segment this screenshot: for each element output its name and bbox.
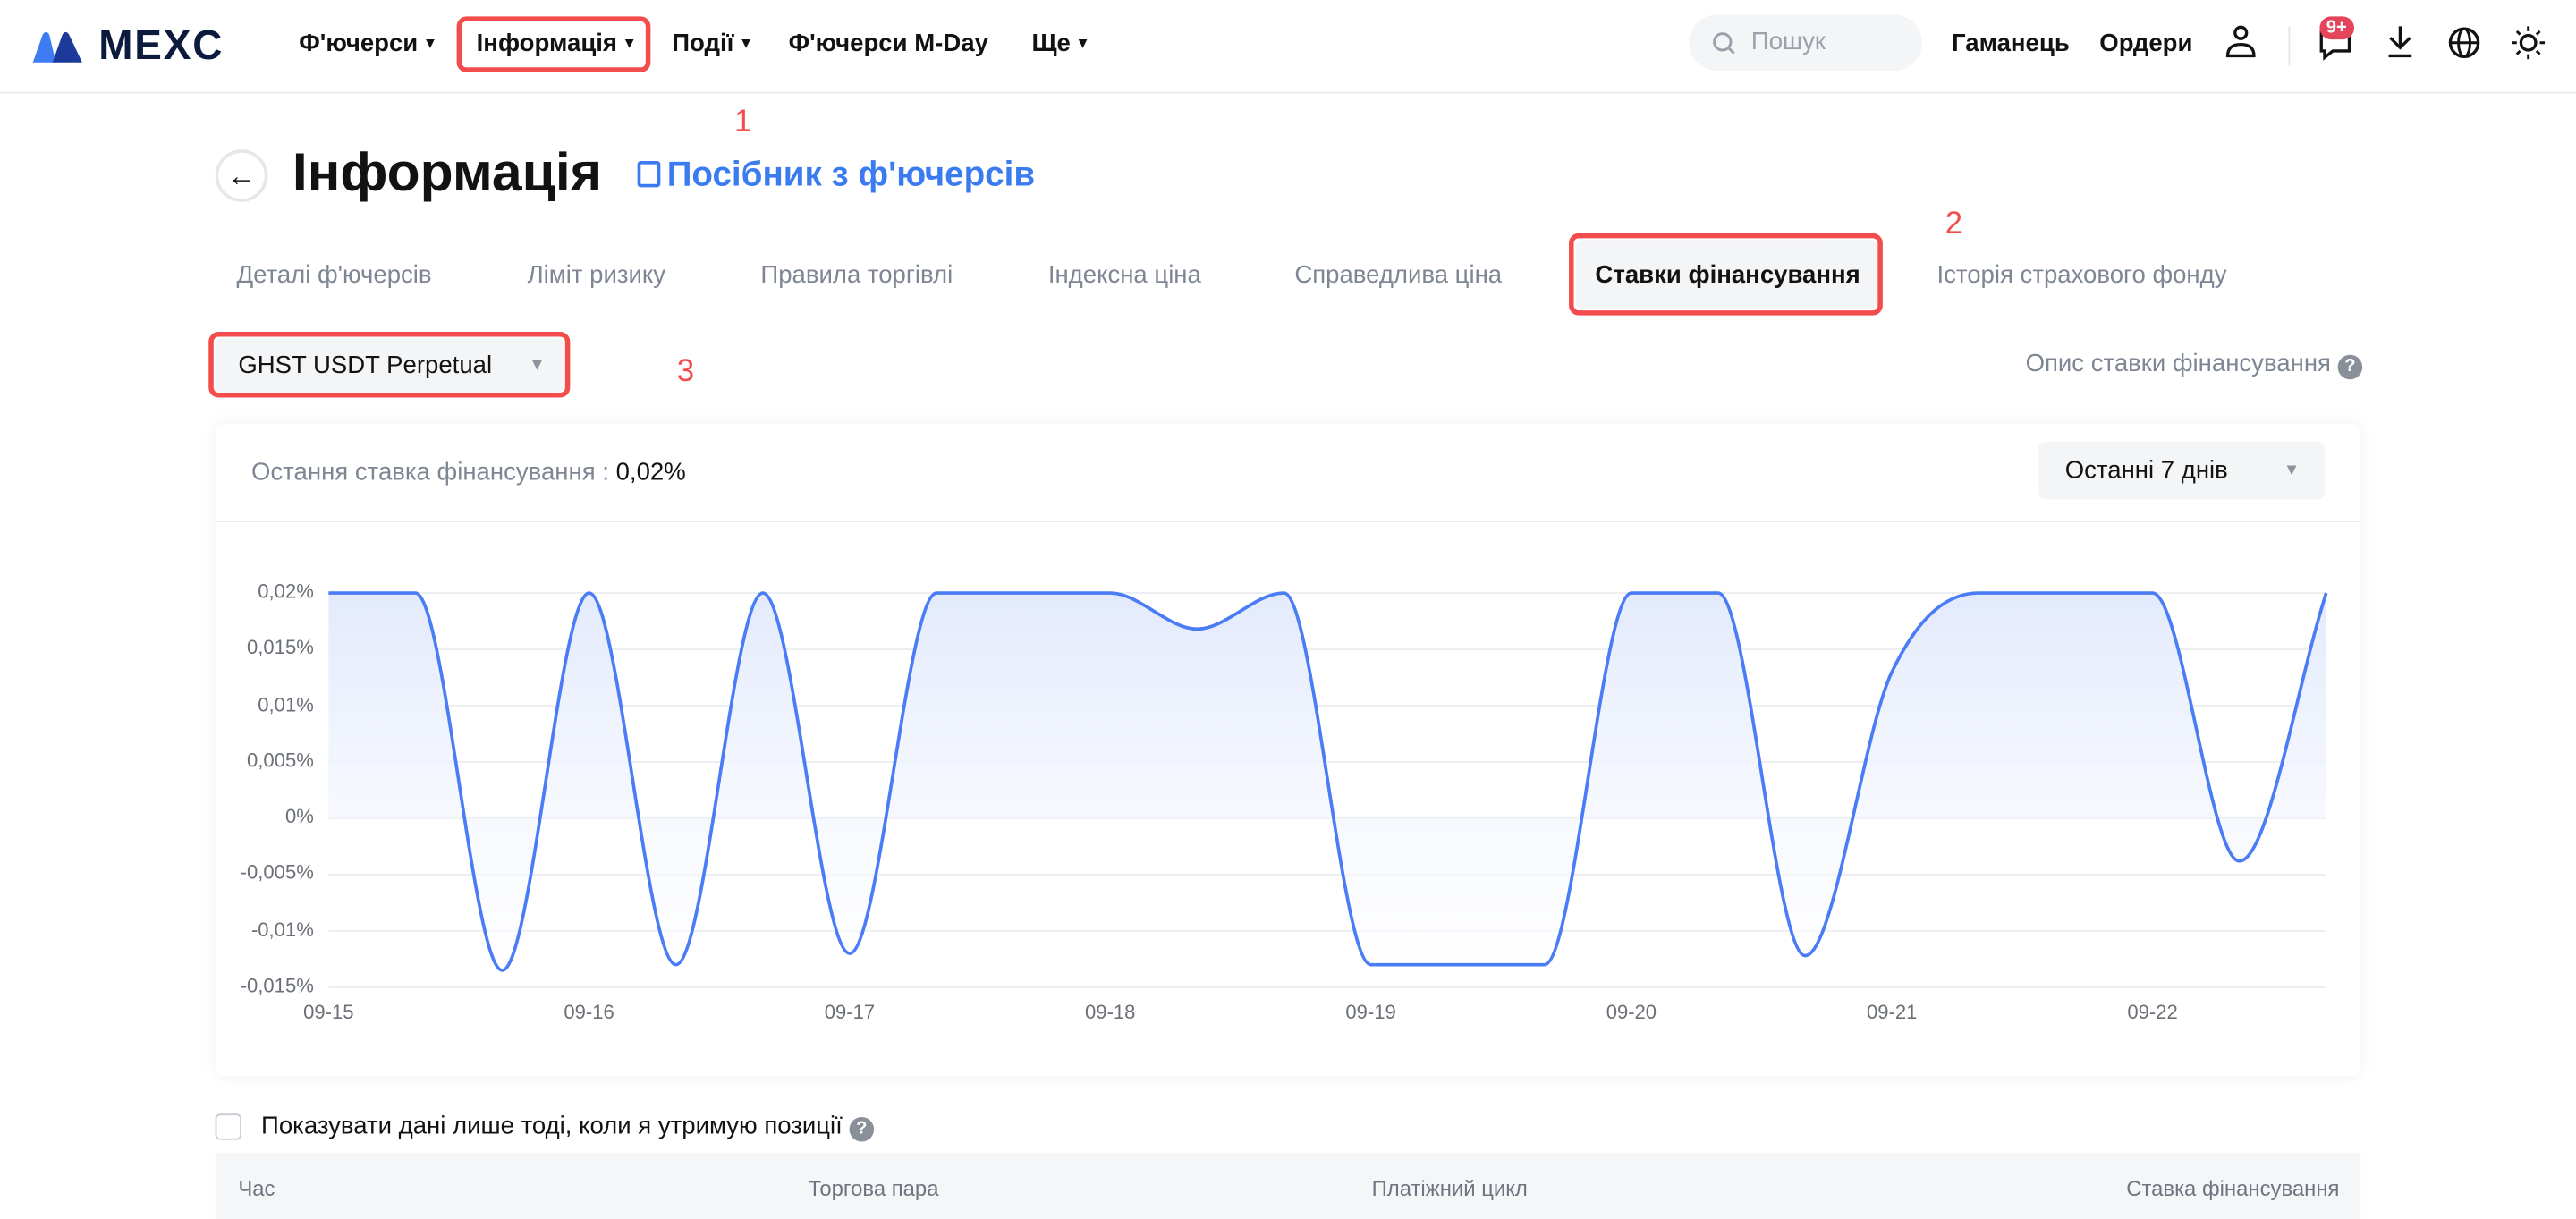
help-icon: ? xyxy=(850,1117,875,1142)
table-header xyxy=(216,1153,2361,1218)
y-tick-label: 0,01% xyxy=(216,692,314,715)
column-header-pair: Торгова пара xyxy=(809,1176,939,1201)
column-header-time: Час xyxy=(238,1176,275,1201)
show-positions-checkbox[interactable] xyxy=(216,1113,242,1139)
y-tick-label: 0,005% xyxy=(216,749,314,772)
x-tick-label: 09-19 xyxy=(1330,1001,1412,1024)
x-tick-label: 09-21 xyxy=(1851,1001,1933,1024)
x-tick-label: 09-15 xyxy=(287,1001,369,1024)
x-tick-label: 09-17 xyxy=(809,1001,891,1024)
column-header-funding-rate: Ставка фінансування xyxy=(2126,1176,2339,1201)
x-tick-label: 09-16 xyxy=(548,1001,631,1024)
x-tick-label: 09-20 xyxy=(1590,1001,1673,1024)
show-positions-label: Показувати дані лише тоді, коли я утриму… xyxy=(261,1112,874,1141)
x-tick-label: 09-22 xyxy=(2112,1001,2194,1024)
y-tick-label: -0,005% xyxy=(216,861,314,885)
y-tick-label: 0% xyxy=(216,805,314,828)
y-tick-label: 0,015% xyxy=(216,636,314,659)
y-tick-label: -0,015% xyxy=(216,974,314,997)
y-tick-label: -0,01% xyxy=(216,918,314,941)
x-tick-label: 09-18 xyxy=(1069,1001,1151,1024)
y-tick-label: 0,02% xyxy=(216,580,314,603)
column-header-payment-cycle: Платіжний цикл xyxy=(1372,1176,1528,1201)
